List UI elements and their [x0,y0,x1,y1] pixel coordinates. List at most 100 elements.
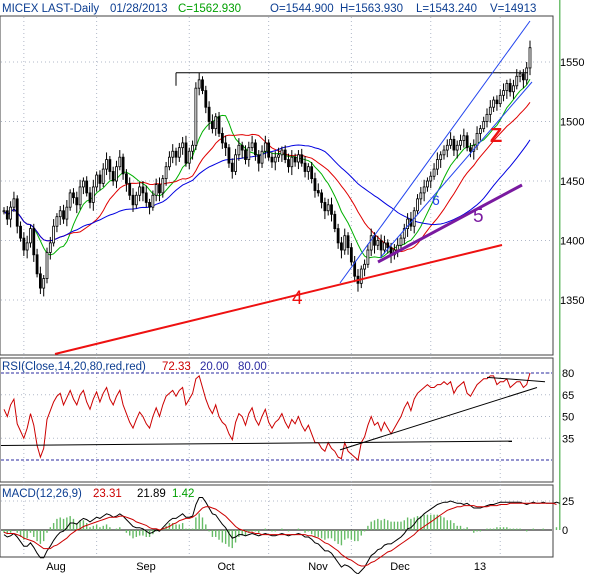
candle-down [349,247,353,263]
candle [2,207,6,215]
month-label-5: 13 [474,561,486,573]
candle [379,234,383,258]
candle-down [495,99,499,105]
candle [290,150,294,176]
candle [432,163,436,180]
candle [230,158,234,179]
candle-up [426,180,429,188]
candle [303,156,307,178]
candle-down [207,106,211,122]
candle-down [353,261,357,277]
candle-down [333,213,337,230]
candle [462,128,466,148]
candle-up [101,168,105,184]
candle [207,101,211,130]
candle [287,153,290,173]
candle [204,85,208,114]
candle [121,153,125,180]
candle [174,147,178,166]
candle [485,108,489,128]
candle [25,235,29,259]
candle-up [449,138,452,146]
rsi-trend-upper [486,376,546,383]
candle-down [293,156,297,163]
candle-up [234,154,237,172]
candle [201,76,204,95]
trend-label-5: 5 [473,206,484,227]
month-label-0: Aug [46,561,66,573]
macd-signal-value: 21.89 [137,488,166,500]
rsi-value: 72.33 [162,361,191,373]
candle [333,210,337,233]
candle [283,145,287,164]
candle [5,205,9,226]
candle [161,175,165,198]
candle-up [326,204,330,212]
candle-up [406,218,409,230]
candle-down [158,184,161,194]
candle [498,89,502,108]
macd-line [3,497,560,574]
candle-up [2,210,6,213]
month-label-2: Oct [217,561,234,573]
candle-up [191,144,194,152]
candle-down [201,79,204,91]
candle [528,40,532,76]
candle [211,114,214,134]
candle-up [187,150,191,164]
candle-up [485,113,489,122]
candle [35,248,39,278]
candle [227,144,231,168]
candle [45,247,49,284]
candle [164,161,168,186]
candle-up [462,135,466,141]
candle-down [141,186,145,194]
candle-up [416,198,419,212]
candle [306,163,310,180]
macd-hist-value: 1.42 [172,488,194,500]
candle [55,213,59,233]
candle [349,242,353,266]
candle-up [29,228,32,244]
candle-up [9,206,13,220]
candle [101,163,105,187]
candle [154,178,158,202]
candle [495,95,499,111]
candle [383,235,386,254]
macd-tick-1: 25 [562,496,574,508]
macd-plot [3,0,561,574]
candle-down [469,147,472,152]
candle-down [131,194,135,206]
candle-down [184,142,188,164]
candle [326,198,330,216]
date-label: 01/28/2013 [110,3,168,15]
candle [492,96,496,112]
candle-up [214,116,218,130]
candle-down [220,132,224,144]
candle [270,152,274,168]
candle-down [108,159,112,172]
candle [465,132,469,152]
candle [15,195,19,234]
rsi-tick-1: 50 [562,412,574,424]
candle-up [25,242,29,251]
rsi-trend-rising [339,387,538,451]
candle-up [429,175,433,182]
candle-up [151,194,155,208]
candle-down [217,116,221,134]
candle-up [419,192,423,200]
candle-down [121,156,125,175]
candle-up [154,184,158,196]
candle [478,125,482,141]
candle-down [148,202,151,208]
candle [416,194,419,215]
candle-up [91,186,95,203]
macd-tick-0: 0 [562,525,568,537]
candle [168,151,171,171]
candle-up [512,85,515,93]
candle-up [366,249,370,265]
candle [343,228,347,255]
candle [455,140,459,159]
candle-up [12,198,16,208]
